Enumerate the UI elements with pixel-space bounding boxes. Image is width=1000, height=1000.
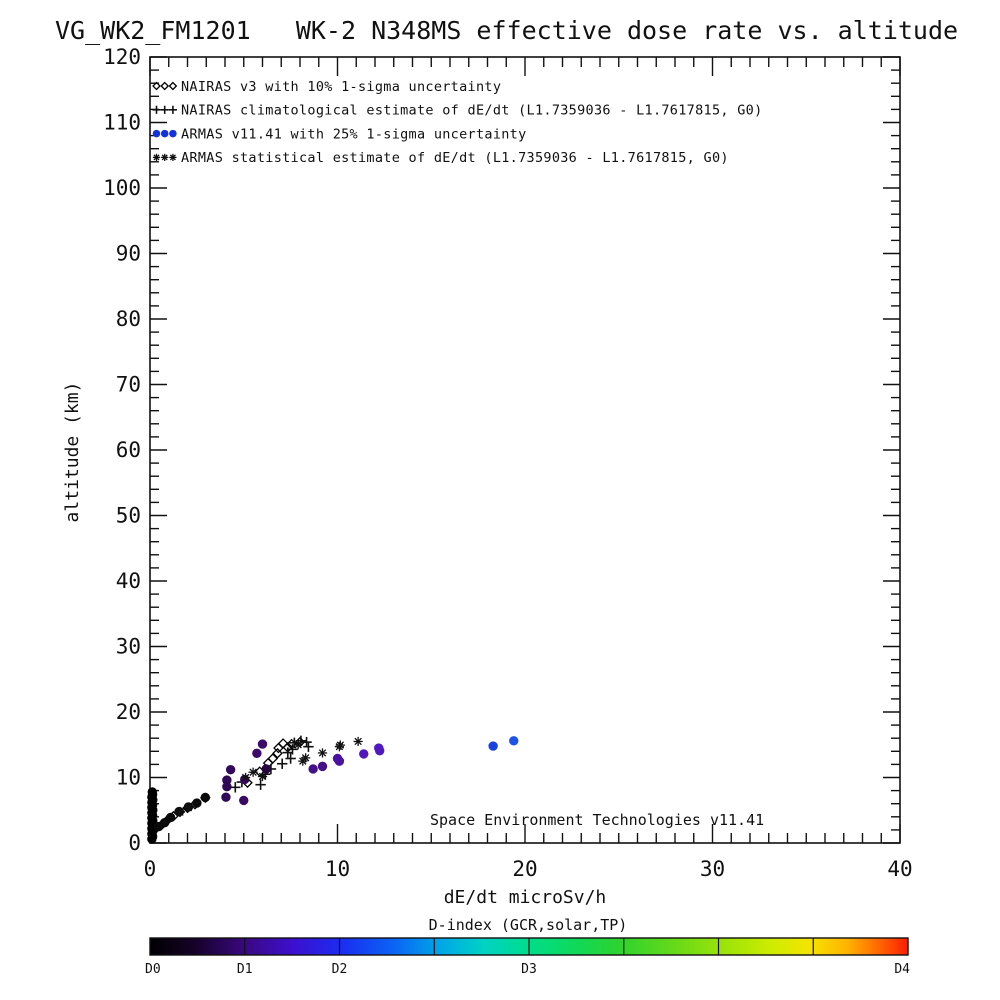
- y-tick-label: 30: [116, 635, 141, 659]
- legend: NAIRAS v3 with 10% 1-sigma uncertainty NA…: [152, 79, 762, 166]
- colorbar: D-index (GCR,solar,TP) D0 D1 D2 D3 D4: [145, 916, 910, 977]
- colorbar-ticks: [244, 938, 814, 955]
- data-point-asterisk: [318, 749, 327, 757]
- data-point-diamond: [152, 81, 161, 91]
- x-tick-label: 40: [887, 857, 912, 881]
- data-points-layer: [147, 735, 519, 844]
- data-point-asterisk: [258, 772, 267, 781]
- data-point-circle: [169, 129, 177, 138]
- data-point-circle: [317, 761, 328, 772]
- plot-frame: [149, 56, 901, 844]
- y-tick-label: 20: [116, 700, 141, 724]
- axis-tick-labels: 0 10 20 30 40 0 10 20 30 40 50 60 70 80 90 100 110 120: [103, 45, 913, 881]
- data-point-diamond: [272, 747, 283, 759]
- y-tick-label: 90: [116, 242, 141, 266]
- data-point-circle: [261, 764, 271, 774]
- data-point-circle: [222, 775, 232, 785]
- y-tick-label: 80: [116, 307, 141, 331]
- data-point-circle: [239, 795, 249, 806]
- data-point-asterisk: [169, 154, 176, 161]
- data-point-circle: [225, 764, 236, 775]
- legend-label: ARMAS v11.41 with 25% 1-sigma uncertaint…: [181, 126, 527, 142]
- y-tick-label: 100: [103, 176, 141, 200]
- data-point-circle: [257, 739, 268, 749]
- colorbar-tick-labels: D0 D1 D2 D3 D4: [145, 962, 910, 977]
- colorbar-tick-label: D4: [894, 962, 910, 977]
- legend-label: NAIRAS climatological estimate of dE/dt …: [181, 103, 763, 119]
- data-point-asterisk: [176, 808, 184, 816]
- y-tick-label: 10: [116, 766, 141, 790]
- y-tick-label: 60: [116, 438, 141, 462]
- data-point-circle: [252, 748, 262, 758]
- data-point-asterisk: [336, 741, 345, 749]
- data-point-diamond: [277, 738, 289, 749]
- colorbar-tick-label: D0: [145, 962, 161, 977]
- y-tick-label: 70: [116, 373, 141, 397]
- data-point-asterisk: [161, 154, 168, 161]
- x-tick-label: 0: [144, 857, 157, 881]
- y-tick-label: 50: [116, 504, 141, 528]
- data-point-circle: [509, 736, 519, 746]
- legend-label: NAIRAS v3 with 10% 1-sigma uncertainty: [181, 79, 501, 95]
- data-point-asterisk: [241, 773, 250, 782]
- legend-label: ARMAS statistical estimate of dE/dt (L1.…: [181, 150, 729, 166]
- data-point-asterisk: [184, 803, 193, 812]
- data-point-circle: [359, 749, 369, 759]
- data-point-diamond: [168, 81, 178, 91]
- data-point-asterisk: [354, 737, 362, 746]
- data-point-circle: [374, 745, 385, 756]
- data-point-circle: [147, 787, 157, 797]
- colorbar-tick-label: D1: [237, 962, 253, 977]
- y-tick-label: 110: [103, 111, 141, 135]
- data-point-circle: [192, 798, 202, 808]
- data-point-asterisk: [301, 754, 310, 762]
- y-axis-title: altitude (km): [62, 382, 83, 523]
- colorbar-tick-label: D2: [332, 962, 348, 977]
- data-point-asterisk: [153, 154, 160, 161]
- data-point-asterisk: [249, 768, 257, 776]
- branding-annotation: Space Environment Technologies v11.41: [430, 811, 764, 829]
- data-point-circle: [152, 129, 161, 138]
- data-point-diamond: [160, 81, 170, 91]
- data-point-diamond: [267, 753, 279, 764]
- x-tick-label: 20: [512, 857, 537, 881]
- chart-title: VG_WK2_FM1201 WK-2 N348MS effective dose…: [55, 16, 959, 45]
- x-tick-label: 30: [700, 857, 725, 881]
- data-point-circle: [200, 792, 211, 803]
- data-point-circle: [334, 756, 345, 766]
- colorbar-tick-label: D3: [521, 962, 537, 977]
- y-tick-label: 40: [116, 569, 141, 593]
- y-tick-label: 120: [103, 45, 141, 69]
- data-point-circle: [159, 817, 170, 828]
- data-point-circle: [488, 741, 498, 751]
- data-point-circle: [308, 764, 318, 774]
- axis-ticks: [149, 56, 901, 844]
- data-point-circle: [160, 129, 169, 138]
- x-tick-label: 10: [325, 857, 350, 881]
- x-axis-title: dE/dt microSv/h: [444, 887, 607, 908]
- data-point-asterisk: [294, 741, 302, 749]
- y-tick-label: 0: [128, 831, 141, 855]
- data-point-circle: [221, 792, 231, 802]
- data-point-circle: [165, 812, 176, 823]
- colorbar-title: D-index (GCR,solar,TP): [429, 916, 628, 934]
